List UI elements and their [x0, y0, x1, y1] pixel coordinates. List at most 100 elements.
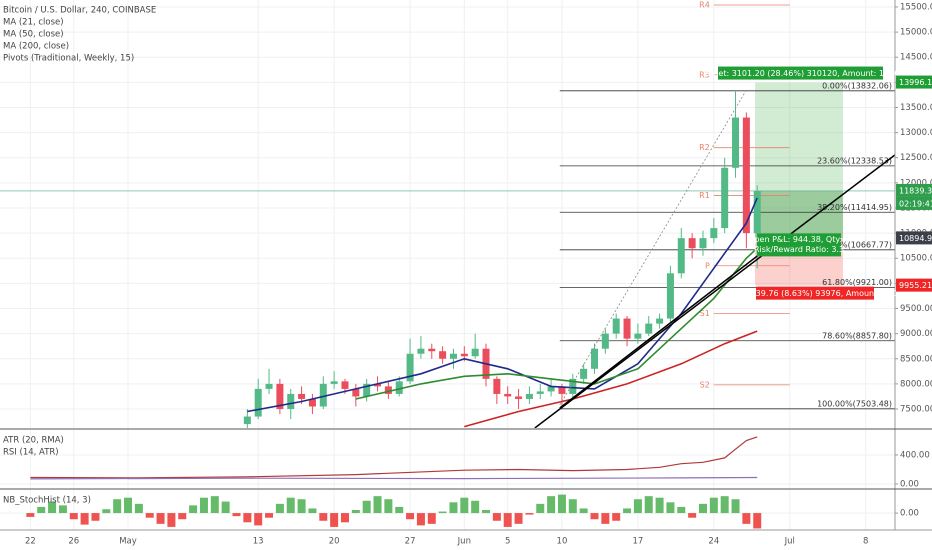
hist-bar: [557, 494, 566, 514]
fib-label: 100.00%(7503.48): [817, 399, 892, 408]
candle-body: [308, 398, 316, 407]
hist-bar: [612, 513, 621, 521]
hist-bar: [579, 508, 588, 514]
candle-body: [536, 391, 544, 394]
stoch-pane: [0, 490, 895, 530]
legend-entry: MA (50, close): [3, 30, 64, 40]
hist-bar: [514, 513, 523, 524]
pivot-label: S2: [700, 380, 710, 389]
price-badge: [896, 75, 932, 89]
y-tick-label: 9000.00: [900, 329, 932, 339]
hist-bar: [69, 513, 78, 520]
atr-pane: [0, 430, 895, 488]
candle-body: [677, 238, 685, 274]
hist-bar: [102, 509, 111, 514]
hist-bar: [48, 501, 57, 514]
candle-body: [525, 393, 533, 399]
hist-bar: [492, 513, 501, 521]
candle-body: [504, 393, 512, 397]
hist-bar: [80, 513, 89, 525]
candle-body: [374, 383, 382, 387]
x-tick-label: 5: [505, 537, 510, 547]
candle-body: [319, 383, 327, 407]
hist-bar: [536, 503, 545, 514]
legend-entry: ATR (20, RMA): [3, 436, 64, 446]
candle-body: [276, 383, 284, 410]
legend-entry: RSI (14, ATR): [3, 448, 59, 458]
y-tick-label: 8500.00: [900, 354, 932, 364]
hist-bar: [145, 513, 154, 518]
price-badge-label: 13996.17: [899, 78, 932, 87]
pivot-label: R4: [699, 0, 710, 9]
hist-bar: [265, 513, 274, 518]
position-label-box: [756, 286, 874, 300]
candle-body: [352, 388, 360, 397]
pivot-label: R1: [699, 191, 710, 200]
chart-title: Bitcoin / U.S. Dollar, 240, COINBASE: [3, 6, 156, 16]
position-label: Stop: 939.76 (8.63%) 93976, Amount: 1000: [727, 289, 903, 298]
candle-body: [666, 273, 674, 319]
hist-bar: [709, 497, 718, 514]
hist-bar: [698, 503, 707, 514]
candle-body: [363, 383, 371, 397]
fib-label: 78.60%(8857.80): [822, 331, 892, 340]
candle-body: [395, 381, 403, 394]
y-tick-label: 13000.00: [900, 128, 932, 138]
price-badge-label: 9955.21: [899, 281, 932, 290]
hist-bar: [297, 499, 306, 514]
trend-line: [559, 252, 763, 409]
position-label: Risk/Reward Ratio: 3.3: [754, 245, 844, 254]
pivot-label: R2: [699, 143, 710, 152]
hist-bar: [210, 496, 219, 514]
hist-bar: [644, 496, 653, 514]
hist-bar: [742, 513, 751, 524]
countdown-label: 02:19:41: [899, 199, 932, 208]
hist-bar: [199, 497, 208, 514]
hist-bar: [482, 510, 491, 514]
hist-bar: [416, 513, 425, 526]
hist-bar: [340, 513, 349, 523]
price-badge: [896, 278, 932, 292]
hist-bar: [633, 499, 642, 514]
fib-label: 38.20%(11414.95): [817, 203, 892, 212]
y-tick-label: 8000.00: [900, 379, 932, 389]
candle-body: [623, 318, 631, 339]
x-tick-label: 13: [253, 537, 264, 547]
x-tick-label: 10: [557, 537, 568, 547]
hist-bar: [406, 513, 415, 520]
y-tick-label: 15500.00: [900, 2, 932, 12]
y-tick-label: 13500.00: [900, 103, 932, 113]
position-label: Open P&L: 944.38, Qty: 0: [748, 235, 850, 244]
pivot-label: R3: [699, 70, 710, 79]
candle-body: [688, 238, 696, 249]
hist-bar: [91, 513, 100, 521]
x-tick-label: Jun: [457, 537, 471, 547]
candle-body: [547, 386, 555, 392]
hist-bar: [221, 501, 230, 514]
y-tick-label: 7500.00: [900, 405, 932, 415]
hist-bar: [286, 497, 295, 514]
indicator-line: [30, 436, 758, 479]
hist-bar: [427, 513, 436, 524]
candle-body: [753, 190, 761, 234]
candle-body: [742, 117, 750, 234]
hist-bar: [503, 513, 512, 527]
hist-bar: [232, 513, 241, 517]
hist-bar: [351, 510, 360, 514]
candle-body: [721, 167, 729, 229]
candle-body: [515, 396, 523, 399]
hist-bar: [275, 503, 284, 514]
legend-entry: MA (200, close): [3, 42, 69, 52]
candle-body: [471, 348, 479, 357]
x-tick-label: 26: [68, 537, 79, 547]
candle-body: [298, 393, 306, 399]
hist-bar: [601, 513, 610, 524]
fib-label: 23.60%(12338.53): [817, 156, 892, 165]
hist-bar: [330, 513, 339, 527]
indicator-line: [30, 476, 758, 480]
hist-bar: [37, 506, 46, 514]
hist-bar: [753, 513, 762, 529]
trend-line: [559, 89, 747, 406]
hist-bar: [688, 513, 697, 518]
